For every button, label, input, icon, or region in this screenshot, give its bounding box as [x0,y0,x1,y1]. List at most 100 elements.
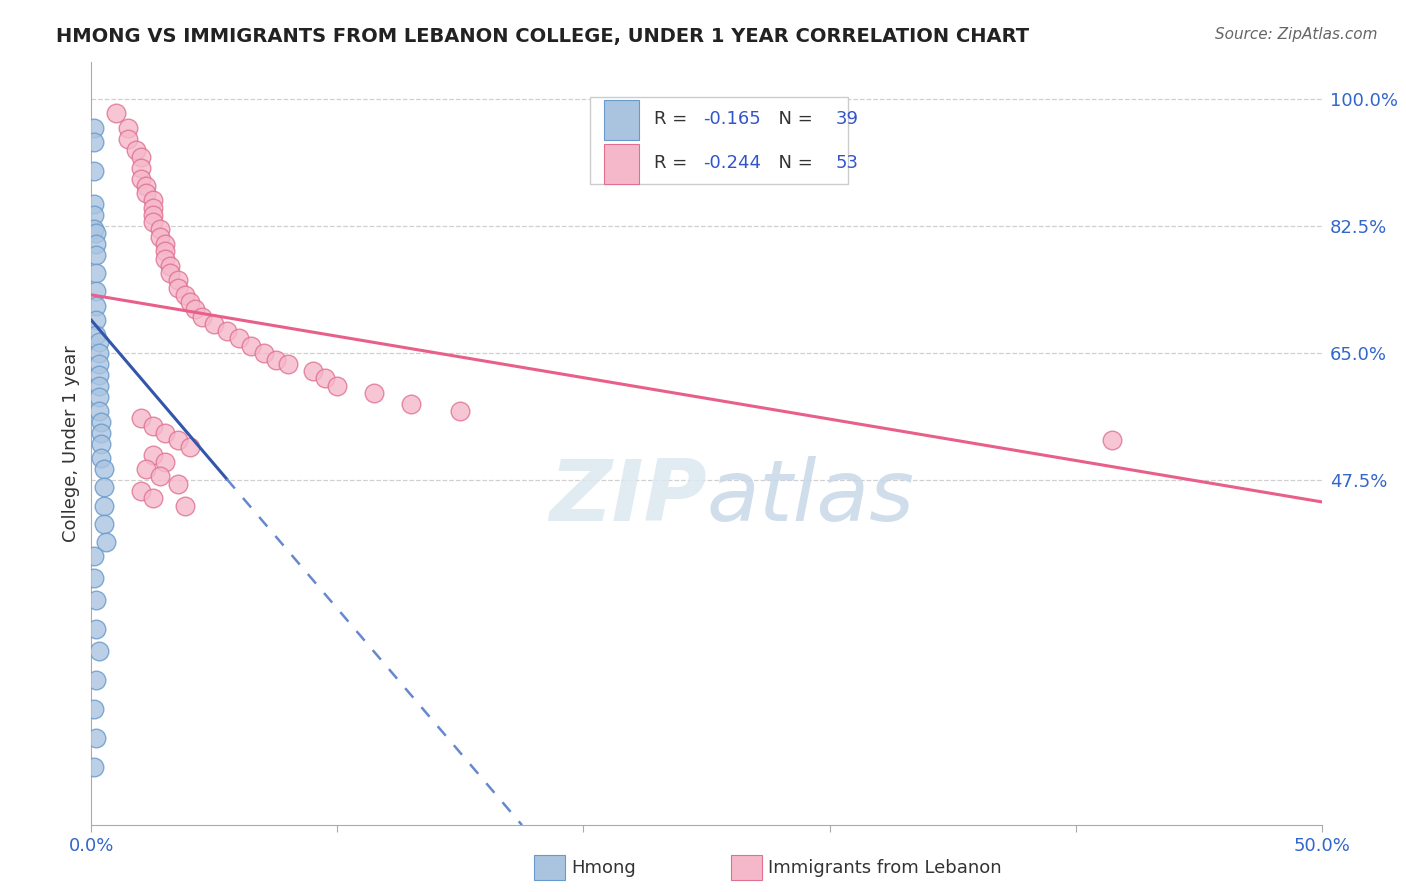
Text: R =: R = [654,110,693,128]
Point [87,368,110,382]
Point [326,378,349,392]
Point [149,229,172,244]
Text: 53: 53 [835,153,859,171]
Point [87,404,110,418]
Point [142,215,165,229]
Point [87,346,110,360]
Point [83,136,105,150]
Point [83,571,105,585]
Point [240,339,263,353]
Point [301,364,323,378]
Point [174,499,197,513]
Point [142,208,165,222]
Point [83,702,105,716]
Point [142,491,165,506]
Text: HMONG VS IMMIGRANTS FROM LEBANON COLLEGE, UNDER 1 YEAR CORRELATION CHART: HMONG VS IMMIGRANTS FROM LEBANON COLLEGE… [56,27,1029,45]
Point [86,285,108,299]
Point [87,644,110,658]
Point [153,237,177,252]
Point [129,150,152,164]
Point [87,390,110,404]
Point [129,171,152,186]
Text: Source: ZipAtlas.com: Source: ZipAtlas.com [1215,27,1378,42]
Point [399,397,422,411]
Point [135,462,156,476]
Text: 39: 39 [835,110,859,128]
Point [117,120,139,135]
Point [105,106,127,120]
Point [174,288,197,302]
Point [153,425,177,440]
Point [93,480,115,494]
Y-axis label: College, Under 1 year: College, Under 1 year [62,345,80,542]
Point [1101,433,1123,447]
Point [166,280,188,294]
Point [129,411,152,425]
Point [159,266,181,280]
Point [87,357,110,371]
Point [124,143,146,157]
Text: atlas: atlas [706,456,914,539]
Text: N =: N = [766,153,818,171]
Point [277,357,299,371]
Point [202,317,225,331]
Point [215,324,238,338]
Point [83,164,105,178]
Point [449,404,471,418]
Text: -0.165: -0.165 [703,110,761,128]
Point [87,378,110,392]
Point [83,222,105,236]
Point [228,331,250,345]
Point [83,549,105,564]
Point [86,327,108,342]
Point [153,252,177,266]
Point [83,208,105,222]
Point [142,448,165,462]
Point [87,334,110,349]
Point [86,266,108,280]
Point [86,731,108,745]
Point [90,425,112,440]
Point [264,353,287,368]
Text: R =: R = [654,153,693,171]
Point [149,469,172,483]
Text: Hmong: Hmong [571,859,636,877]
Point [179,441,201,455]
Point [90,415,112,429]
Point [166,433,188,447]
Point [191,310,214,324]
Point [90,437,112,451]
Point [96,534,117,549]
Point [86,248,108,262]
Point [153,455,177,469]
Point [166,273,188,287]
Point [153,244,177,259]
Point [83,120,105,135]
Point [90,451,112,466]
Point [93,499,115,513]
Point [93,516,115,531]
Text: ZIP: ZIP [548,456,706,539]
Point [135,178,156,193]
Point [179,295,201,310]
Text: -0.244: -0.244 [703,153,761,171]
Point [142,194,165,208]
Point [142,418,165,433]
Point [86,622,108,636]
Point [86,237,108,252]
FancyBboxPatch shape [605,101,638,140]
Point [129,483,152,498]
FancyBboxPatch shape [605,145,638,184]
Point [86,673,108,687]
Point [93,462,115,476]
Point [83,760,105,774]
Text: Immigrants from Lebanon: Immigrants from Lebanon [768,859,1001,877]
Point [86,593,108,607]
Point [86,299,108,313]
Point [159,259,181,273]
Point [183,302,207,317]
Point [363,386,385,401]
Point [117,132,139,146]
Point [83,197,105,211]
Point [135,186,156,201]
